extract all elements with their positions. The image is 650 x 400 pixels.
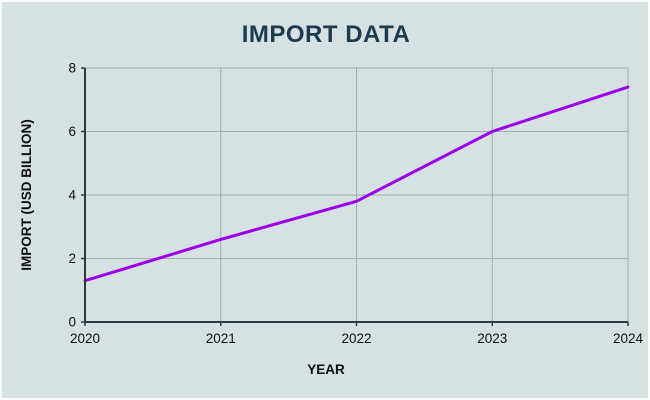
y-tick-label: 8: [68, 61, 76, 76]
y-tick-label: 0: [68, 315, 76, 330]
y-tick-label: 4: [68, 188, 76, 203]
x-axis-title: YEAR: [307, 362, 345, 377]
y-axis-title: IMPORT (USD BILLION): [19, 119, 34, 271]
chart-labels: IMPORT DATA YEAR IMPORT (USD BILLION): [19, 21, 410, 377]
gridlines: [85, 67, 629, 322]
x-tick-label: 2023: [477, 331, 507, 346]
x-tick-label: 2020: [70, 331, 100, 346]
x-tick-label: 2024: [613, 331, 644, 346]
x-tick-label: 2022: [341, 331, 371, 346]
y-tick-label: 2: [68, 251, 76, 266]
import-series-line: [83, 85, 630, 283]
chart-title: IMPORT DATA: [242, 21, 411, 48]
y-tick-label: 6: [68, 124, 76, 139]
x-tick-label: 2021: [206, 331, 236, 346]
tick-labels: 0 2 4 6 8 2020 2021 2022 2023 2024: [68, 61, 643, 347]
